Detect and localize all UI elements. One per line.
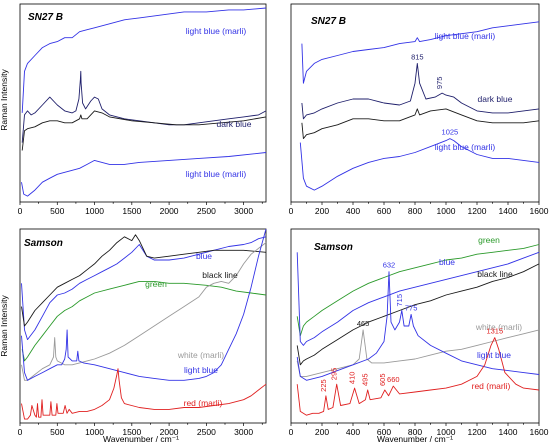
curve-label: light blue (marli) xyxy=(435,142,496,152)
x-tick-label: 1500 xyxy=(122,427,141,437)
x-tick-label: 0 xyxy=(289,206,294,216)
x-tick-label: 1400 xyxy=(499,427,518,437)
curve-label: red (marli) xyxy=(184,398,223,408)
series-line-3 xyxy=(296,263,540,366)
curve-label: light blue xyxy=(184,365,218,375)
peak-annotation: 225 xyxy=(319,379,328,392)
y-axis-label: Raman Intensity xyxy=(0,295,9,357)
x-tick-label: 1500 xyxy=(122,206,141,216)
series-line-1 xyxy=(296,244,540,337)
x-tick-label: 800 xyxy=(408,427,422,437)
x-tick-label: 800 xyxy=(408,206,422,216)
x-tick-label: 2000 xyxy=(160,206,179,216)
x-tick-label: 2500 xyxy=(197,427,216,437)
peak-annotation: 632 xyxy=(383,261,396,270)
x-tick-label: 1600 xyxy=(530,427,549,437)
peak-annotation: 465 xyxy=(357,319,370,328)
series-line-4 xyxy=(21,152,267,197)
x-axis-label: Wavenumber / cm⁻¹ xyxy=(377,434,453,444)
chart-panel-3: 0 500 1000 1500 2000 2500 3000 Samson blue black … xyxy=(0,228,267,444)
chart-title: Samson xyxy=(24,238,63,249)
curve-label: blue xyxy=(439,257,455,267)
curve-label: red (marli) xyxy=(472,381,511,391)
series-line-1 xyxy=(21,7,267,113)
peak-annotation: 1025 xyxy=(442,128,459,137)
x-tick-label: 200 xyxy=(315,427,329,437)
x-tick-label: 0 xyxy=(18,206,23,216)
peak-annotation: 660 xyxy=(387,375,400,384)
series-line-1 xyxy=(301,21,540,84)
curve-label: dark blue xyxy=(478,94,513,104)
curve-label: light blue xyxy=(477,350,511,360)
curve-label: white (marli) xyxy=(177,350,224,360)
series-line-1 xyxy=(21,236,267,341)
x-tick-label: 2000 xyxy=(160,427,179,437)
x-tick-label: 1200 xyxy=(468,427,487,437)
x-tick-label: 0 xyxy=(18,427,23,437)
peak-annotation: 815 xyxy=(411,52,424,61)
peak-annotation: 295 xyxy=(330,368,339,381)
curve-label: green xyxy=(145,279,167,289)
curve-label: light blue (marli) xyxy=(435,31,496,41)
x-tick-label: 1200 xyxy=(468,206,487,216)
x-tick-label: 400 xyxy=(346,427,360,437)
peak-annotation: 1315 xyxy=(486,327,503,336)
x-tick-label: 1000 xyxy=(437,427,456,437)
x-tick-label: 500 xyxy=(50,206,64,216)
x-tick-label: 200 xyxy=(315,206,329,216)
curve-label: light blue (marli) xyxy=(186,169,247,179)
series-line-4 xyxy=(296,329,540,377)
series-line-4 xyxy=(21,242,267,381)
curve-label: black line xyxy=(477,269,513,279)
x-tick-label: 0 xyxy=(289,427,294,437)
series-line-5 xyxy=(21,228,267,381)
series-line-6 xyxy=(21,368,267,420)
x-tick-label: 400 xyxy=(346,206,360,216)
series-line-2 xyxy=(296,251,540,346)
peak-annotation: 715 xyxy=(395,294,404,307)
series-line-2 xyxy=(21,234,267,327)
y-axis-label: Raman Intensity xyxy=(0,69,9,131)
series-line-2 xyxy=(301,62,540,120)
chart-panel-2: 0 200 400 600 800 1000 1200 1400 1600 SN27 B light… xyxy=(289,3,549,216)
plot-frame xyxy=(19,228,267,424)
peak-annotation: 605 xyxy=(378,374,387,387)
x-tick-label: 500 xyxy=(50,427,64,437)
series-line-3 xyxy=(301,108,540,140)
x-axis-label: Wavenumber / cm⁻¹ xyxy=(103,434,179,444)
x-tick-label: 600 xyxy=(377,206,391,216)
curve-label: white (marli) xyxy=(475,322,522,332)
curve-label: black line xyxy=(202,270,238,280)
x-tick-label: 1600 xyxy=(530,206,549,216)
series-line-2 xyxy=(21,70,267,143)
peak-annotation: 410 xyxy=(348,372,357,385)
curve-label: blue xyxy=(196,251,212,261)
plot-frame xyxy=(19,3,267,203)
x-tick-label: 1000 xyxy=(437,206,456,216)
x-tick-label: 1000 xyxy=(85,427,104,437)
series-line-5 xyxy=(296,271,540,381)
x-tick-label: 1400 xyxy=(499,206,518,216)
x-tick-label: 1000 xyxy=(85,206,104,216)
series-line-3 xyxy=(21,280,267,362)
curve-label: dark blue xyxy=(217,119,252,129)
chart-title: SN27 B xyxy=(28,12,63,23)
chart-panel-4: 0 200 400 600 800 1000 1200 1400 1600 Samson green… xyxy=(289,228,549,444)
series-line-3 xyxy=(21,110,267,151)
peak-annotation: 775 xyxy=(405,303,418,312)
x-tick-label: 3000 xyxy=(234,206,253,216)
series-line-4 xyxy=(299,138,540,191)
x-tick-label: 600 xyxy=(377,427,391,437)
x-tick-label: 2500 xyxy=(197,206,216,216)
peak-annotation: 975 xyxy=(435,77,444,90)
series-line-6 xyxy=(296,337,540,416)
chart-title: Samson xyxy=(314,242,353,253)
x-tick-label: 3000 xyxy=(234,427,253,437)
curve-label: green xyxy=(478,235,500,245)
chart-title: SN27 B xyxy=(311,16,346,27)
peak-annotation: 495 xyxy=(361,374,370,387)
chart-panel-1: 0 500 1000 1500 2000 2500 3000 SN27 B light blue… xyxy=(0,3,267,216)
curve-label: light blue (marli) xyxy=(186,26,247,36)
